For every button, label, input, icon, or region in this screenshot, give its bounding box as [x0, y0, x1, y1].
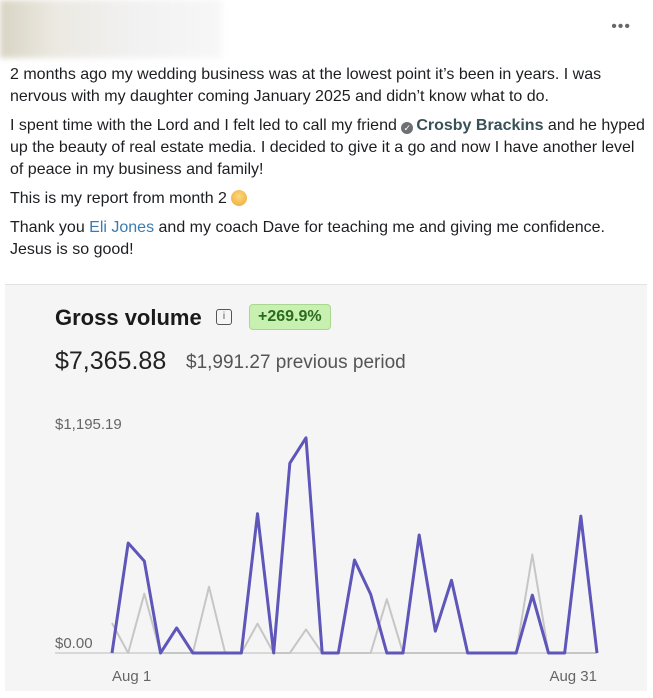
author-header-blurred: [0, 0, 222, 58]
text: This is my report from month 2: [10, 190, 232, 207]
mention-crosby-brackins[interactable]: Crosby Brackins: [416, 117, 544, 134]
paragraph-1: 2 months ago my wedding business was at …: [10, 66, 602, 105]
text: I spent time with the Lord and I felt le…: [10, 117, 402, 134]
x-tick-label: Aug 1: [112, 668, 151, 685]
previous-period-value: $1,991.27 previous period: [186, 352, 406, 373]
text: Thank you: [10, 219, 90, 236]
paragraph-3: This is my report from month 2: [10, 188, 650, 210]
y-tick-label: $1,195.19: [55, 416, 122, 433]
y-tick-label: $0.00: [55, 635, 93, 652]
more-options-button[interactable]: •••: [611, 18, 631, 35]
x-tick-label: Aug 31: [549, 668, 597, 685]
post-text: 2 months ago my wedding business was at …: [10, 64, 650, 268]
text: and he hyped up the beauty of real estat…: [10, 117, 645, 178]
total-value: $7,365.88: [55, 347, 167, 375]
change-badge: +269.9%: [249, 304, 331, 330]
verified-icon: ✓: [401, 122, 414, 134]
card-title: Gross volume: [55, 305, 202, 330]
current-period-line: [110, 436, 599, 655]
text: and my coach Dave for teaching me and gi…: [10, 219, 605, 258]
mention-eli-jones[interactable]: Eli Jones: [89, 219, 155, 236]
paragraph-4: Thank you Eli Jones and my coach Dave fo…: [10, 217, 650, 261]
shocked-face-emoji-icon: [231, 190, 248, 206]
paragraph-2: I spent time with the Lord and I felt le…: [10, 115, 650, 181]
info-icon[interactable]: i: [216, 309, 232, 325]
